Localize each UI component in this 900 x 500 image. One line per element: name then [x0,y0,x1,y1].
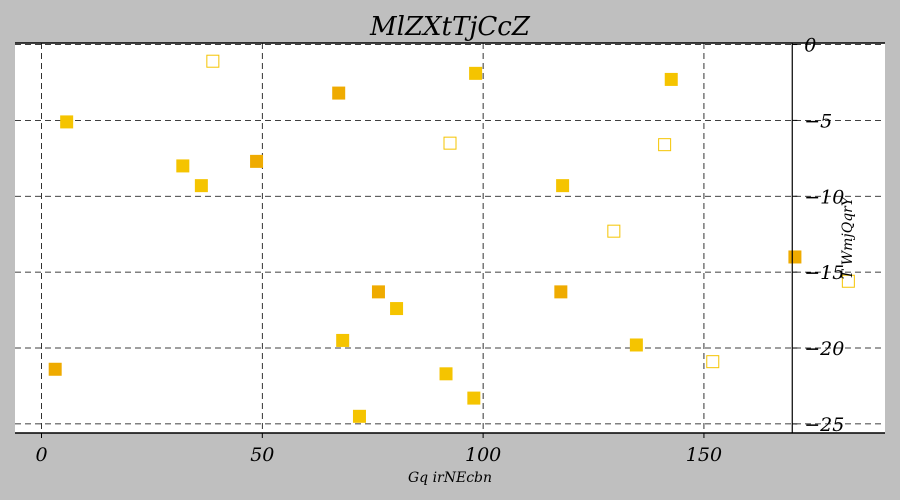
data-point-16 [390,302,404,316]
data-point-2 [664,72,678,86]
data-point-20 [48,362,62,376]
data-point-15 [554,285,568,299]
data-point-3 [332,86,346,100]
y-tick-label-4: −20 [804,338,844,360]
x-tick-label-1: 50 [250,444,274,466]
grid [15,43,885,433]
x-tick-label-2: 100 [465,444,501,466]
x-axis-label: Gq irNEcbn [408,470,492,486]
y-tick-label-3: −15 [804,262,844,284]
y-tick-label-2: −10 [804,186,844,208]
y-axis-label: T WmjQqrY [840,195,856,279]
data-point-19 [706,355,720,369]
data-point-5 [443,136,457,150]
data-point-10 [556,179,570,193]
data-point-0 [206,54,220,68]
x-tick-label-3: 150 [686,444,722,466]
data-point-17 [336,333,350,347]
data-point-18 [629,338,643,352]
y-tick-label-0: 0 [804,35,816,57]
data-point-1 [469,66,483,80]
data-point-21 [439,367,453,381]
data-point-11 [607,224,621,238]
data-point-23 [352,409,366,423]
data-point-14 [371,285,385,299]
data-point-13 [841,274,855,288]
data-point-12 [788,250,802,264]
data-point-7 [250,154,264,168]
data-point-8 [176,159,190,173]
x-tick-labels: 0 50 100 150 [35,433,722,466]
y-tick-labels: 0 −5 −10 −15 −20 −25 [792,35,844,436]
x-tick-label-0: 0 [35,444,47,466]
y-tick-label-1: −5 [804,110,832,132]
data-point-9 [194,179,208,193]
data-point-6 [658,138,672,152]
chart-title: MlZXtTjCcZ [369,12,531,42]
data-point-22 [467,391,481,405]
data-point-4 [60,115,74,129]
y-tick-label-5: −25 [804,414,844,436]
